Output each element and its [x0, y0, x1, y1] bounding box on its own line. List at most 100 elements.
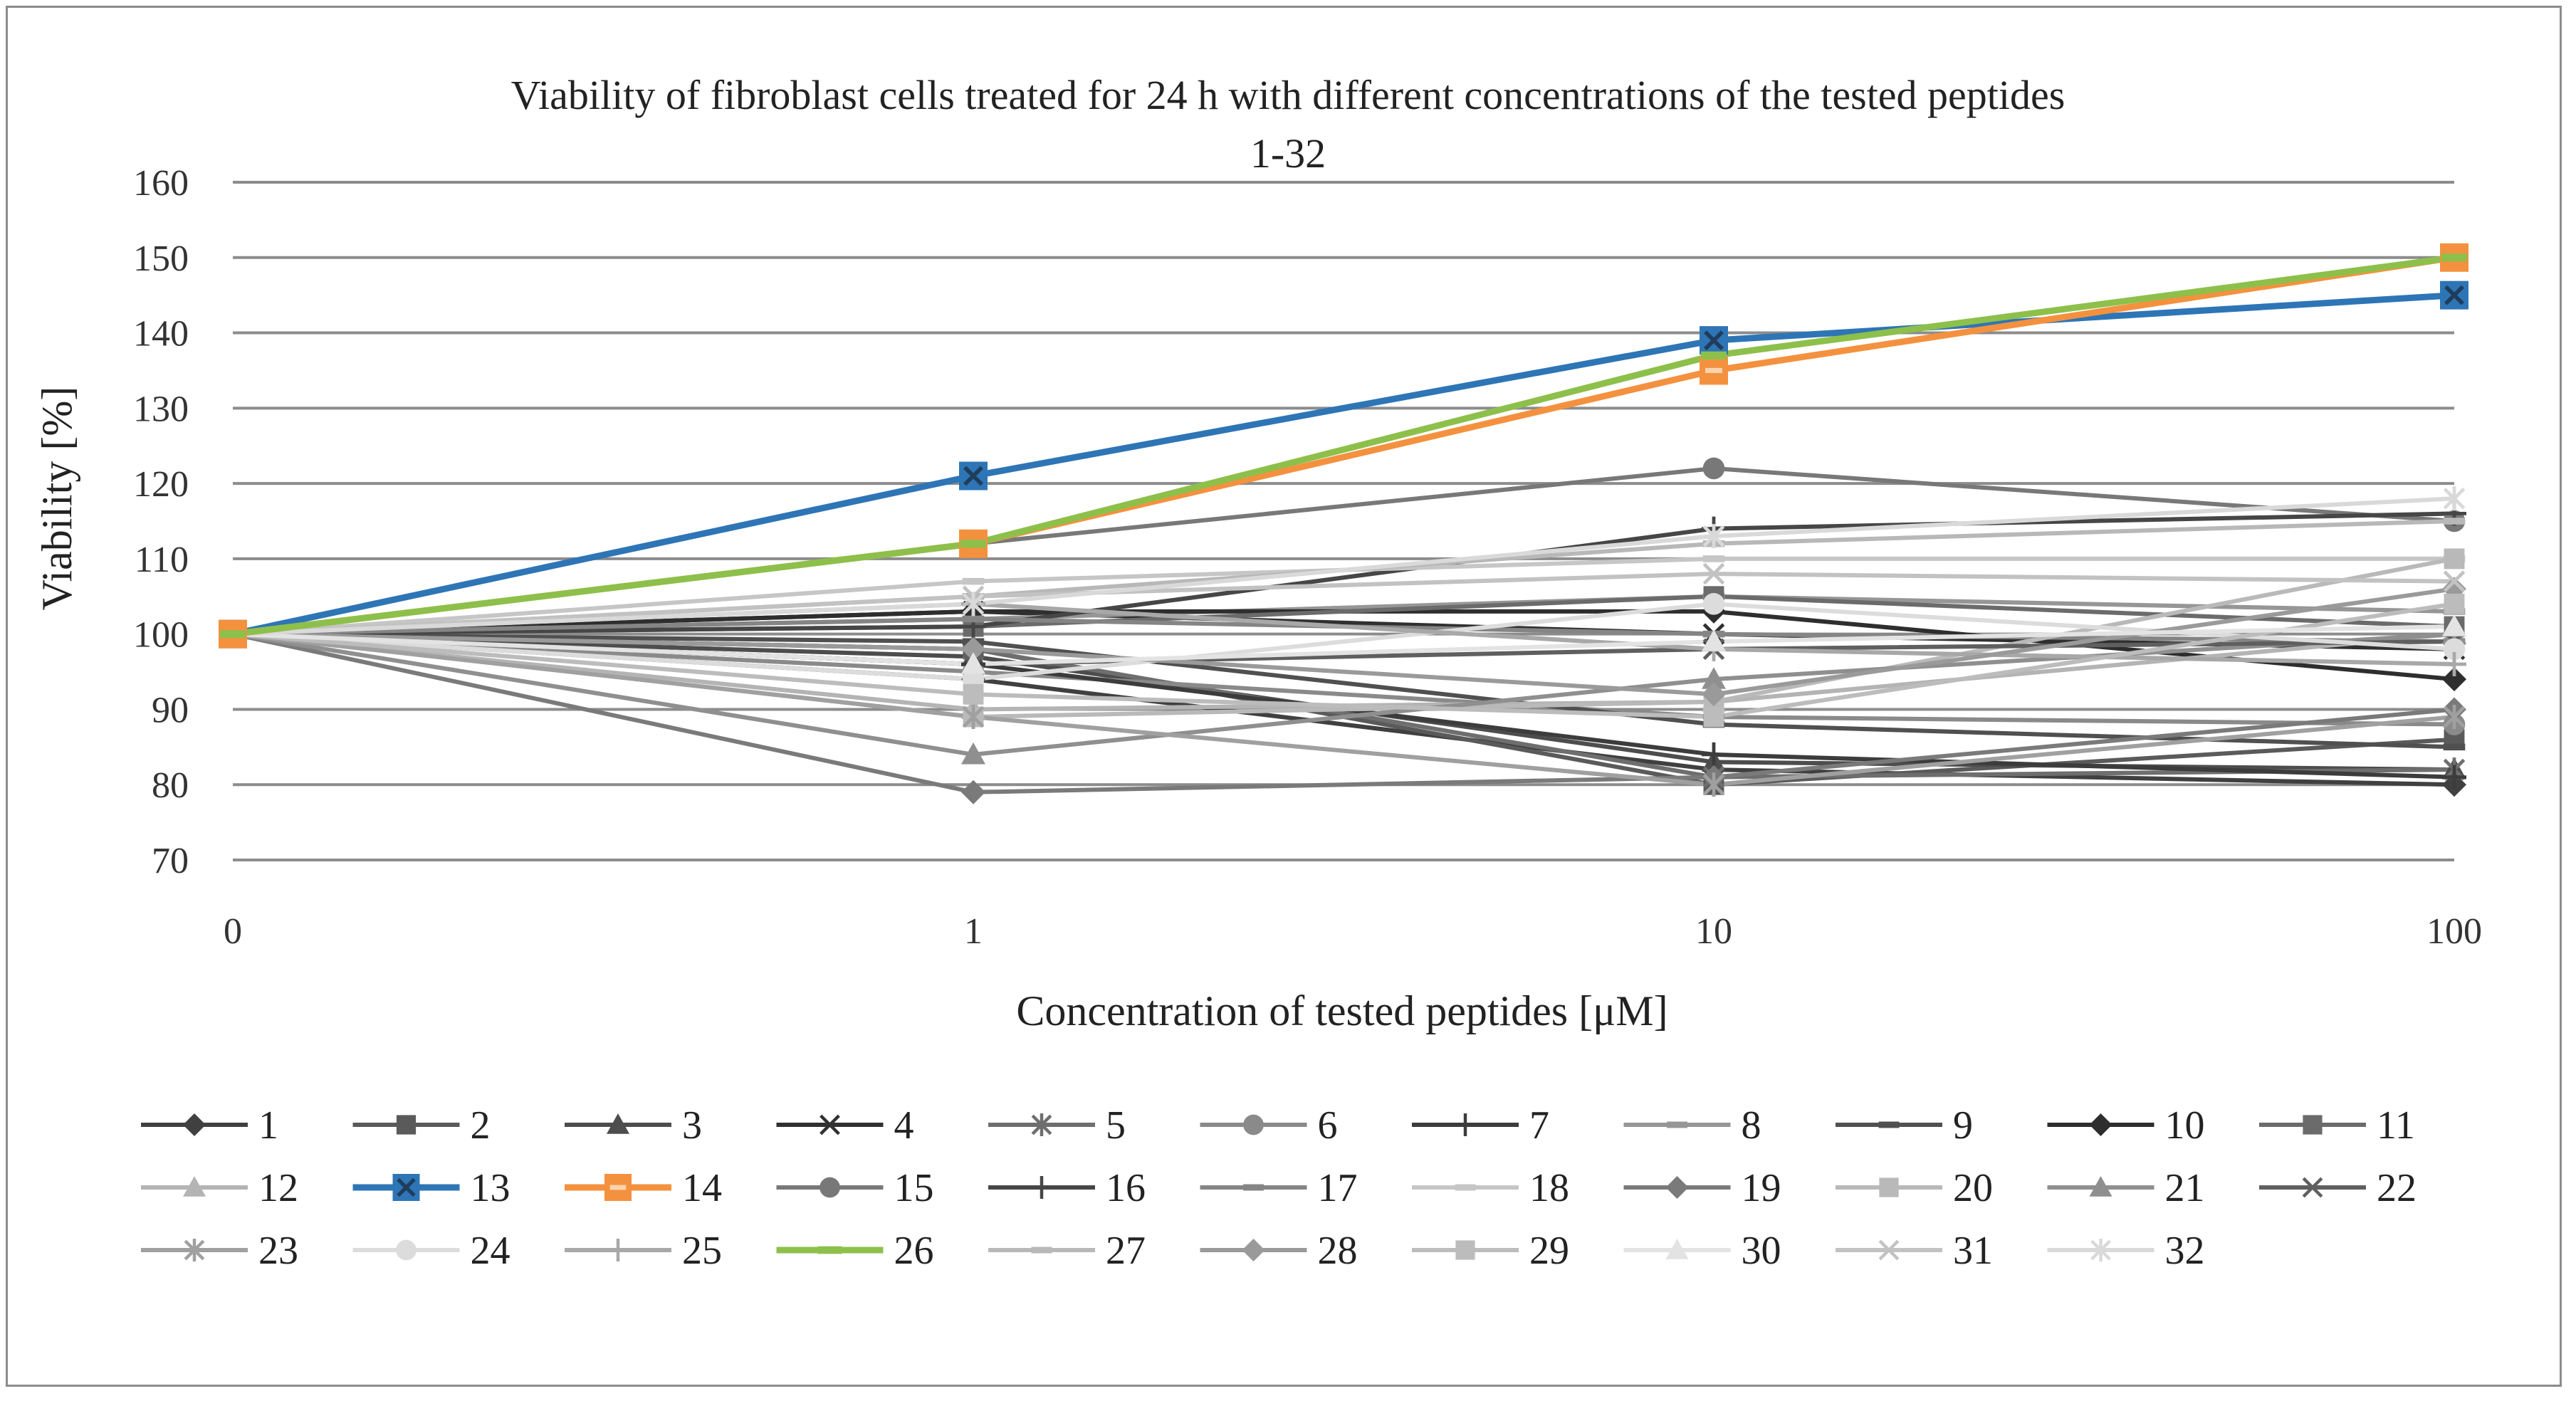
legend-marker: [184, 1239, 205, 1261]
data-point-13-1: [959, 461, 988, 490]
legend-item-2: 2: [352, 1103, 491, 1148]
legend-label: 2: [471, 1103, 491, 1148]
legend-label: 16: [1106, 1166, 1146, 1210]
x-tick-label: 0: [224, 911, 242, 952]
legend-label: 24: [471, 1229, 511, 1273]
legend-item-15: 15: [776, 1166, 934, 1210]
x-tick-label: 100: [2426, 911, 2482, 952]
data-point-17-1: [962, 615, 985, 623]
y-tick-label: 110: [135, 540, 189, 580]
legend-item-31: 31: [1836, 1229, 1993, 1273]
legend-label: 14: [682, 1166, 722, 1210]
legend-item-14: 14: [565, 1166, 722, 1210]
data-point-24-3: [2443, 638, 2466, 661]
legend-label: 6: [1318, 1103, 1338, 1148]
data-point-29-3: [2444, 593, 2465, 614]
data-point-23-2: [1702, 772, 1725, 797]
data-point-15-2: [1702, 457, 1725, 480]
legend-item-9: 9: [1836, 1103, 1973, 1148]
series-lines: [232, 254, 2455, 794]
legend-marker: [1667, 1121, 1687, 1128]
legend-item-32: 32: [2047, 1229, 2205, 1273]
series-line-24: [232, 602, 2455, 682]
legend-marker: [820, 1177, 840, 1198]
x-tick-labels: 0 1 10 100: [224, 911, 2482, 952]
data-point-19-1: [961, 780, 985, 804]
legend-item-11: 11: [2259, 1103, 2415, 1148]
legend-label: 19: [1742, 1166, 1781, 1210]
legend-item-25: 25: [565, 1229, 722, 1273]
legend-label: 4: [894, 1103, 914, 1148]
legend-item-20: 20: [1836, 1166, 1993, 1210]
legend-label: 30: [1742, 1229, 1781, 1273]
legend-label: 15: [894, 1166, 934, 1210]
series-line-6: [232, 631, 2455, 727]
legend-marker: [2090, 1239, 2111, 1261]
legend-label: 21: [2165, 1166, 2205, 1210]
legend-item-4: 4: [776, 1103, 914, 1148]
data-point-30-3: [2442, 614, 2466, 636]
data-point-25-3: [2442, 651, 2466, 676]
series-line-32: [232, 496, 2455, 636]
legend-item-1: 1: [141, 1103, 278, 1148]
legend-label: 25: [682, 1229, 722, 1273]
y-tick-label: 130: [133, 389, 189, 429]
data-point-31-3: [2443, 570, 2466, 592]
data-point-21-2: [1702, 667, 1726, 689]
y-tick-label: 100: [133, 615, 189, 656]
legend-label: 28: [1318, 1229, 1358, 1273]
x-tick-label: 10: [1695, 911, 1732, 952]
series-line-28: [232, 587, 2455, 697]
legend-label: 7: [1529, 1103, 1549, 1148]
y-tick-label: 120: [133, 464, 189, 505]
data-point-23-1: [962, 705, 985, 730]
data-point-7-3: [2442, 765, 2466, 789]
legend-label: 9: [1953, 1103, 1973, 1148]
legend-item-3: 3: [565, 1103, 702, 1148]
legend-item-29: 29: [1412, 1229, 1569, 1273]
legend-label: 31: [1953, 1229, 1993, 1273]
legend-marker: [396, 1115, 417, 1135]
y-tick-label: 90: [152, 690, 189, 730]
y-tick-label: 80: [152, 765, 189, 806]
data-point-21-1: [961, 742, 985, 765]
y-tick-label: 150: [133, 238, 189, 279]
legend-label: 10: [2165, 1103, 2205, 1148]
series-line-29: [232, 602, 2455, 720]
data-point-29-1: [963, 683, 984, 705]
legend-marker: [1878, 1121, 1900, 1128]
legend-marker: [817, 1246, 842, 1254]
legend-marker: [1243, 1114, 1264, 1135]
y-tick-labels: 70 80 90 100 110 120 130 140 150 160: [133, 163, 189, 881]
legend-item-30: 30: [1623, 1229, 1781, 1273]
legend-item-7: 7: [1412, 1103, 1549, 1148]
legend-item-16: 16: [988, 1166, 1146, 1210]
data-point-32-1: [962, 592, 985, 616]
data-point-23-3: [2443, 705, 2466, 730]
legend-item-27: 27: [988, 1229, 1146, 1273]
legend-label: 12: [258, 1166, 298, 1210]
legend-marker: [1242, 1239, 1265, 1261]
data-point-30-1: [961, 651, 985, 674]
legend-marker: [1030, 1176, 1053, 1199]
legend-item-8: 8: [1623, 1103, 1761, 1148]
data-point-31-2: [1702, 562, 1725, 585]
series-line-30: [232, 624, 2455, 666]
legend-label: 13: [471, 1166, 511, 1210]
legend-item-10: 10: [2047, 1103, 2205, 1148]
x-axis-label: Concentration of tested peptides [μM]: [1016, 987, 1667, 1034]
legend-item-22: 22: [2259, 1166, 2417, 1210]
data-point-20-3: [2444, 548, 2465, 570]
legend-marker: [607, 1113, 629, 1134]
legend-item-5: 5: [988, 1103, 1126, 1148]
chart-subtitle: 1-32: [1250, 130, 1326, 177]
legend-item-13: 13: [352, 1166, 511, 1210]
data-point-13-3: [2440, 280, 2468, 310]
data-point-28-2: [1702, 682, 1726, 707]
legend-label: 3: [682, 1103, 702, 1148]
legend-label: 1: [258, 1103, 278, 1148]
legend-item-21: 21: [2047, 1166, 2205, 1210]
legend-marker: [2303, 1115, 2323, 1135]
data-point-32-3: [2443, 486, 2466, 511]
y-tick-label: 160: [133, 163, 189, 204]
